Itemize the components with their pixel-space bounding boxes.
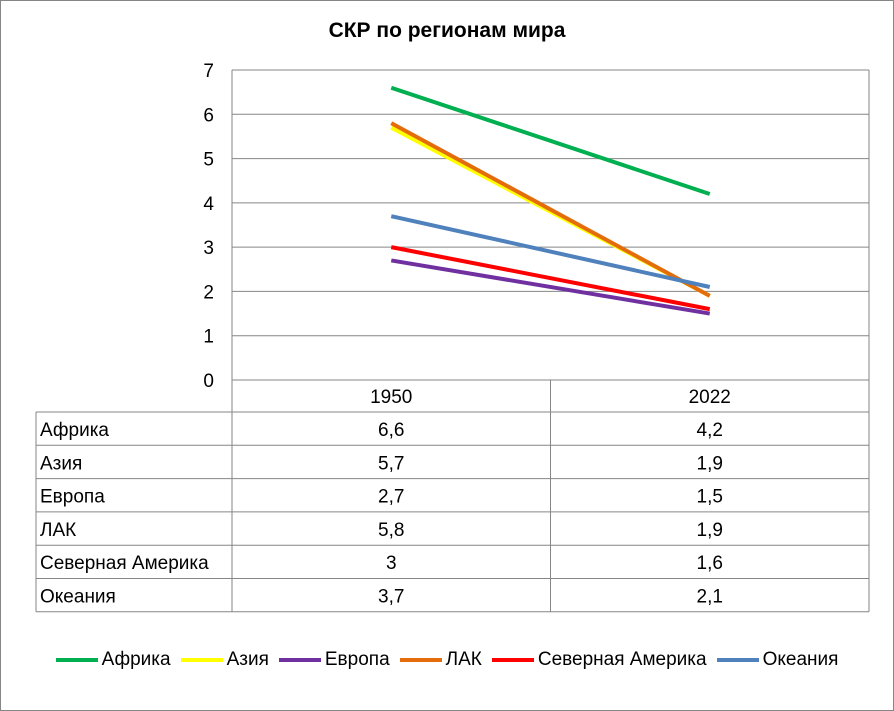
table-value: 1,6 — [697, 553, 723, 574]
legend-label: Океания — [762, 649, 839, 670]
table-value: 3 — [386, 553, 397, 574]
y-tick-label: 0 — [203, 371, 214, 392]
legend-item: Африка — [55, 649, 171, 671]
y-tick-label: 3 — [203, 238, 214, 259]
y-tick-label: 5 — [203, 150, 214, 171]
legend-swatch — [180, 658, 223, 662]
series-line — [390, 85, 711, 196]
legend-item: Океания — [716, 649, 839, 671]
y-tick-label: 6 — [203, 105, 214, 126]
table-value: 3,7 — [378, 587, 404, 608]
table-value: 6,6 — [378, 420, 404, 441]
series-line — [390, 258, 711, 316]
legend-item: ЛАК — [399, 649, 482, 671]
table-value: 5,8 — [378, 520, 404, 541]
legend-item: Азия — [180, 649, 269, 671]
table-series-name: Океания — [40, 587, 116, 608]
legend-swatch — [399, 658, 442, 662]
legend-item: Северная Америка — [491, 649, 707, 671]
chart-title: СКР по регионам мира — [328, 19, 566, 42]
legend-label: Северная Америка — [537, 649, 707, 670]
y-tick-label: 7 — [203, 61, 214, 82]
y-tick-label: 1 — [203, 327, 214, 348]
table-value: 2,1 — [697, 587, 723, 608]
table-value: 5,7 — [378, 453, 404, 474]
table-series-name: Северная Америка — [40, 553, 209, 574]
table-series-name: ЛАК — [40, 520, 76, 541]
legend-swatch — [278, 658, 321, 662]
legend-swatch — [491, 658, 534, 662]
table-value: 1,9 — [697, 520, 723, 541]
table-value: 1,5 — [697, 487, 723, 508]
y-tick-label: 4 — [203, 194, 214, 215]
legend-label: ЛАК — [445, 649, 482, 670]
legend-label: Азия — [226, 649, 269, 670]
table-series-name: Азия — [40, 453, 82, 474]
series-line — [390, 245, 711, 312]
category-label: 2022 — [689, 387, 731, 408]
legend-swatch — [55, 658, 98, 662]
series-line — [390, 121, 711, 298]
table-value: 2,7 — [378, 487, 404, 508]
table-value: 4,2 — [697, 420, 723, 441]
legend-item: Европа — [278, 649, 390, 671]
table-series-name: Европа — [40, 487, 105, 508]
series-line — [390, 214, 711, 289]
y-tick-label: 2 — [203, 282, 214, 303]
table-series-name: Африка — [40, 420, 109, 441]
table-value: 1,9 — [697, 453, 723, 474]
legend-label: Европа — [324, 649, 390, 670]
legend: Африка Азия Европа ЛАК Северная Америка Океан… — [0, 648, 894, 672]
category-label: 1950 — [370, 387, 412, 408]
legend-swatch — [716, 658, 759, 662]
legend-label: Африка — [101, 649, 171, 670]
